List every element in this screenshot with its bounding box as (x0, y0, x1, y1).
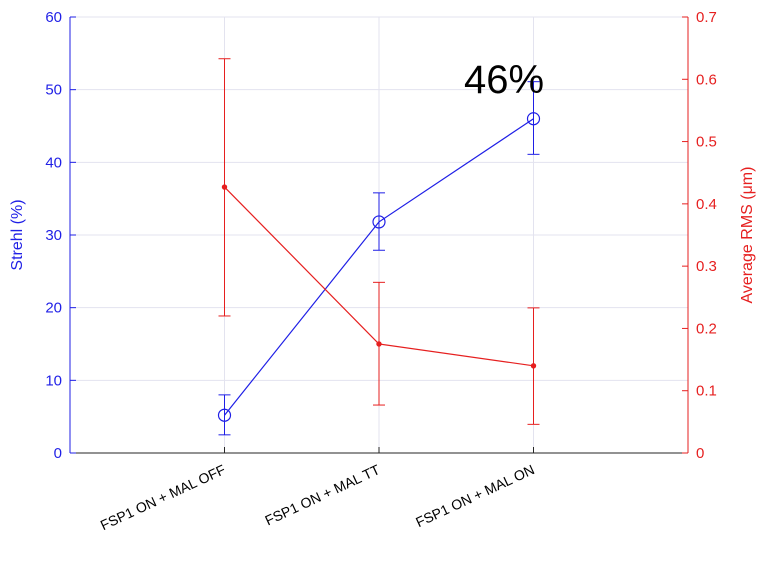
right-axis-label: Average RMS (μm) (739, 167, 756, 304)
right-tick-label: 0.3 (696, 258, 717, 275)
left-tick-label: 0 (54, 445, 62, 462)
left-tick-label: 20 (45, 300, 62, 317)
left-tick-label: 30 (45, 227, 62, 244)
x-tick-label: FSP1 ON + MAL TT (262, 461, 382, 528)
left-tick-label: 60 (45, 9, 62, 26)
annotations: 46% (464, 58, 544, 102)
data-point (217, 408, 232, 422)
data-point (376, 341, 382, 347)
tick-labels: 0 10 20 30 40 50 60 0 0.1 0.2 0.3 0.4 0.5 0.6 0.7 FSP1 … (45, 9, 717, 533)
data-point (372, 215, 386, 229)
right-tick-label: 0.2 (696, 320, 717, 337)
data-point (221, 184, 228, 190)
axes (69, 16, 689, 454)
right-tick-label: 0 (696, 445, 704, 462)
annotation-text: 46% (464, 58, 544, 102)
left-tick-label: 50 (45, 82, 62, 99)
data-point (530, 363, 537, 369)
right-tick-label: 0.1 (696, 383, 717, 400)
right-tick-label: 0.6 (696, 71, 717, 88)
right-tick-label: 0.5 (696, 134, 717, 151)
series-layer (217, 58, 541, 436)
right-tick-label: 0.7 (696, 9, 717, 26)
left-tick-label: 40 (45, 154, 62, 171)
x-tick-label: FSP1 ON + MAL OFF (98, 461, 228, 533)
x-tick-label: FSP1 ON + MAL ON (413, 461, 537, 530)
data-point (526, 112, 541, 126)
left-axis-label: Strehl (%) (9, 199, 26, 270)
left-tick-label: 10 (45, 372, 62, 389)
right-tick-label: 0.4 (696, 196, 717, 213)
